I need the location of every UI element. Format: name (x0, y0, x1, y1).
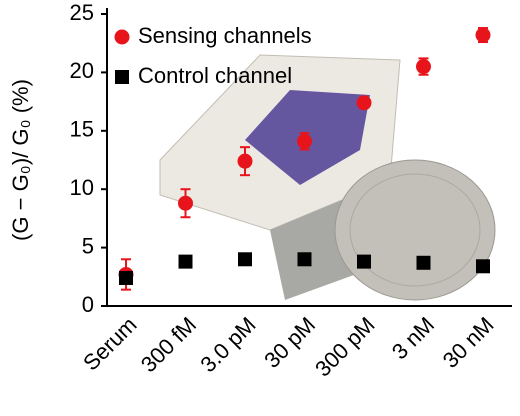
y-tick-label: 0 (82, 292, 94, 317)
coin (334, 159, 496, 301)
point (476, 259, 490, 274)
x-tick-label: 300 fM (136, 312, 201, 377)
x-tick-label: 3.0 pM (195, 312, 260, 377)
point (238, 252, 252, 267)
point (237, 153, 253, 169)
legend-label: Control channel (138, 63, 292, 88)
x-tick-label: 300 pM (310, 312, 380, 382)
point (416, 59, 431, 75)
point (297, 252, 312, 267)
point (357, 254, 371, 269)
y-axis-label: (G − G₀)/ G₀ (%) (8, 79, 33, 241)
y-tick-label: 20 (70, 58, 94, 83)
legend-marker (114, 29, 130, 45)
coin-rim (349, 173, 481, 287)
point (178, 195, 193, 211)
x-tick-label: Serum (78, 312, 141, 375)
y-tick-label: 5 (82, 233, 94, 258)
point (297, 133, 312, 149)
y-tick-label: 10 (70, 175, 94, 200)
point (475, 27, 491, 43)
legend-label: Sensing channels (138, 23, 312, 48)
point (178, 254, 193, 269)
point (119, 270, 133, 285)
x-tick-label: 3 nM (387, 312, 439, 364)
legend-marker (115, 70, 129, 84)
x-tick-label: 30 nM (438, 312, 499, 373)
y-tick-label: 15 (70, 117, 94, 142)
background-photo (159, 54, 496, 301)
point (356, 95, 372, 111)
point (416, 255, 431, 270)
y-tick-label: 25 (70, 0, 94, 25)
